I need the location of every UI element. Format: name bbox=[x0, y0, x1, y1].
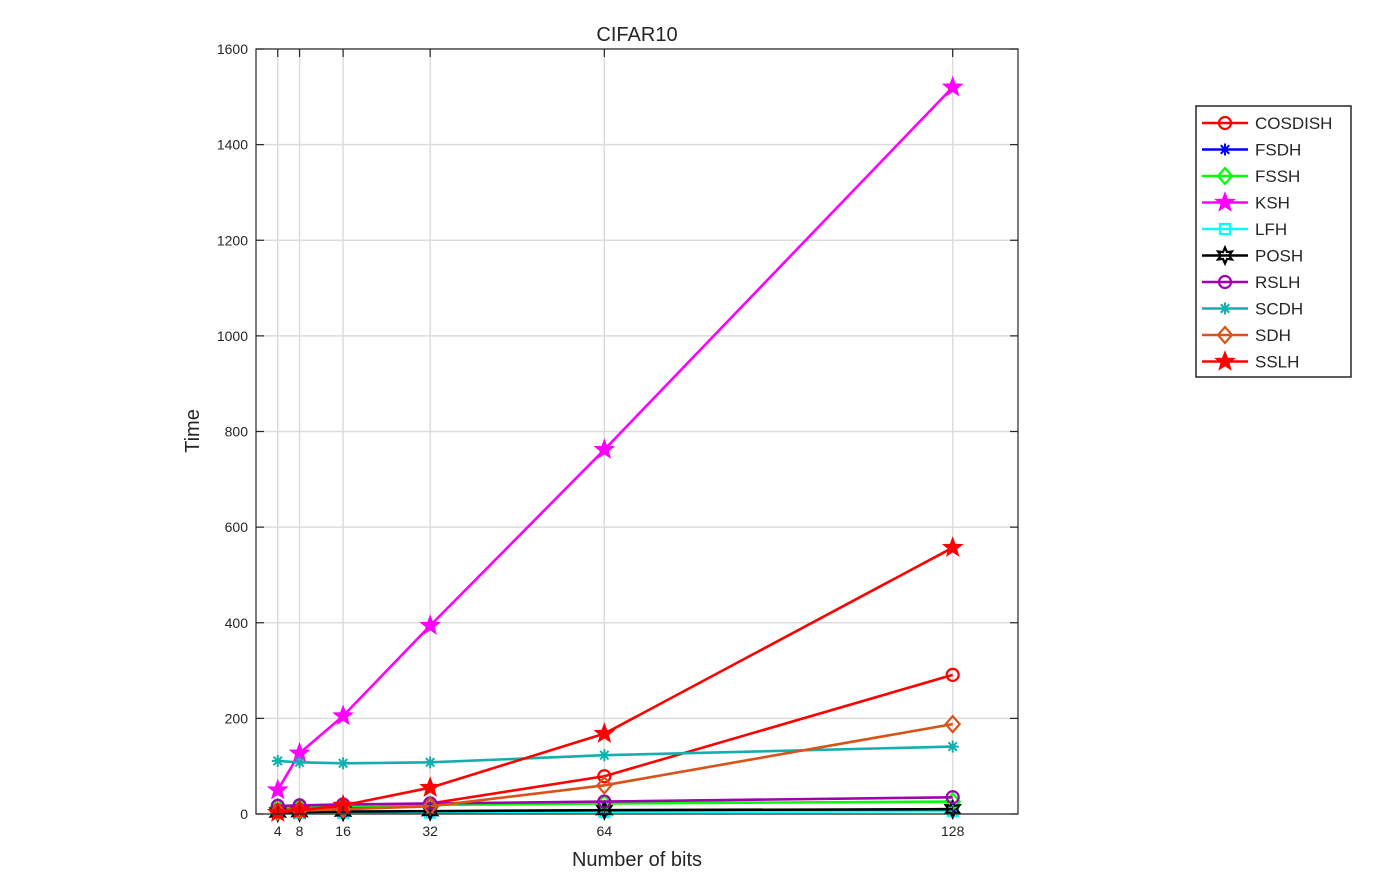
data-point bbox=[1215, 244, 1235, 267]
y-tick-label: 1600 bbox=[217, 41, 248, 57]
x-axis-label: Number of bits bbox=[572, 849, 702, 871]
asterisk-stroke bbox=[1220, 144, 1230, 155]
legend-label: FSSH bbox=[1255, 167, 1300, 186]
grid bbox=[256, 48, 1018, 815]
legend-label: FSDH bbox=[1255, 141, 1301, 160]
legend-entry: SDH bbox=[1202, 325, 1291, 345]
ticks: 0 200 400 600 800 1000 1200 1400 1600 4 8 16 32 64 128 bbox=[217, 41, 1018, 839]
legend-entry: SCDH bbox=[1202, 300, 1303, 319]
legend-label: SCDH bbox=[1255, 300, 1303, 319]
data-point bbox=[424, 756, 437, 769]
data-point bbox=[945, 790, 960, 805]
legend-entry: RSLH bbox=[1202, 273, 1300, 292]
data-point bbox=[1217, 274, 1233, 290]
y-tick-label: 1200 bbox=[217, 232, 248, 248]
legend-label: KSH bbox=[1255, 194, 1290, 213]
legend: COSDISH FSDH FSSH KSH LFH POSH RSLH SCDH SDH SSLH bbox=[1195, 105, 1352, 378]
x-tick-label: 128 bbox=[941, 823, 965, 839]
data-point bbox=[1219, 302, 1231, 315]
legend-entry: SSLH bbox=[1202, 350, 1299, 372]
y-tick-label: 1400 bbox=[217, 137, 248, 153]
asterisk-stroke bbox=[425, 757, 436, 768]
chart-title: CIFAR10 bbox=[596, 24, 677, 46]
data-point bbox=[1214, 350, 1236, 371]
x-tick-label: 64 bbox=[597, 823, 613, 839]
legend-entry: COSDISH bbox=[1202, 114, 1332, 133]
series-scdh bbox=[271, 740, 959, 770]
legend-entry: FSSH bbox=[1202, 166, 1300, 186]
data-point bbox=[1217, 115, 1233, 131]
data-point bbox=[1214, 191, 1236, 212]
data-point bbox=[945, 667, 960, 682]
y-tick-label: 800 bbox=[225, 424, 249, 440]
series-layer bbox=[266, 75, 964, 824]
data-point bbox=[941, 75, 964, 97]
data-point bbox=[1216, 325, 1234, 345]
data-point bbox=[271, 754, 284, 767]
data-point bbox=[946, 740, 959, 753]
data-point bbox=[1216, 166, 1234, 186]
asterisk-stroke bbox=[947, 741, 958, 752]
y-tick-label: 400 bbox=[225, 615, 249, 631]
data-point bbox=[293, 756, 306, 769]
data-point bbox=[943, 798, 962, 820]
data-point bbox=[941, 536, 964, 557]
x-tick-label: 8 bbox=[296, 823, 304, 839]
data-point bbox=[593, 722, 616, 743]
data-point bbox=[595, 799, 614, 821]
legend-entry: KSH bbox=[1202, 191, 1290, 213]
data-point bbox=[593, 438, 616, 459]
x-tick-label: 16 bbox=[335, 823, 351, 839]
data-point bbox=[1218, 222, 1232, 236]
legend-label: COSDISH bbox=[1255, 114, 1332, 133]
x-tick-label: 4 bbox=[274, 823, 282, 839]
legend-entry: POSH bbox=[1202, 244, 1303, 267]
data-point bbox=[1219, 143, 1231, 156]
x-tick-label: 32 bbox=[422, 823, 438, 839]
legend-label: LFH bbox=[1255, 220, 1287, 239]
legend-label: SSLH bbox=[1255, 353, 1299, 372]
asterisk-stroke bbox=[294, 757, 305, 768]
data-point bbox=[598, 749, 611, 762]
y-tick-label: 600 bbox=[225, 519, 249, 535]
asterisk-stroke bbox=[338, 758, 349, 769]
data-point bbox=[419, 614, 442, 635]
y-tick-label: 200 bbox=[225, 710, 249, 726]
asterisk-stroke bbox=[599, 750, 610, 761]
y-tick-label: 0 bbox=[240, 806, 248, 822]
data-point bbox=[337, 757, 350, 770]
data-point bbox=[419, 776, 442, 797]
data-point bbox=[332, 704, 354, 726]
data-point bbox=[266, 778, 289, 800]
asterisk-stroke bbox=[1220, 303, 1230, 314]
legend-entry: LFH bbox=[1202, 220, 1287, 239]
data-point bbox=[597, 769, 612, 784]
data-point bbox=[944, 714, 962, 734]
legend-label: POSH bbox=[1255, 247, 1303, 266]
data-point bbox=[595, 775, 613, 795]
legend-label: SDH bbox=[1255, 326, 1291, 345]
y-axis-label: Time bbox=[182, 409, 204, 453]
asterisk-stroke bbox=[272, 755, 283, 766]
legend-entry: FSDH bbox=[1202, 141, 1301, 160]
legend-label: RSLH bbox=[1255, 273, 1300, 292]
y-tick-label: 1000 bbox=[217, 328, 248, 344]
